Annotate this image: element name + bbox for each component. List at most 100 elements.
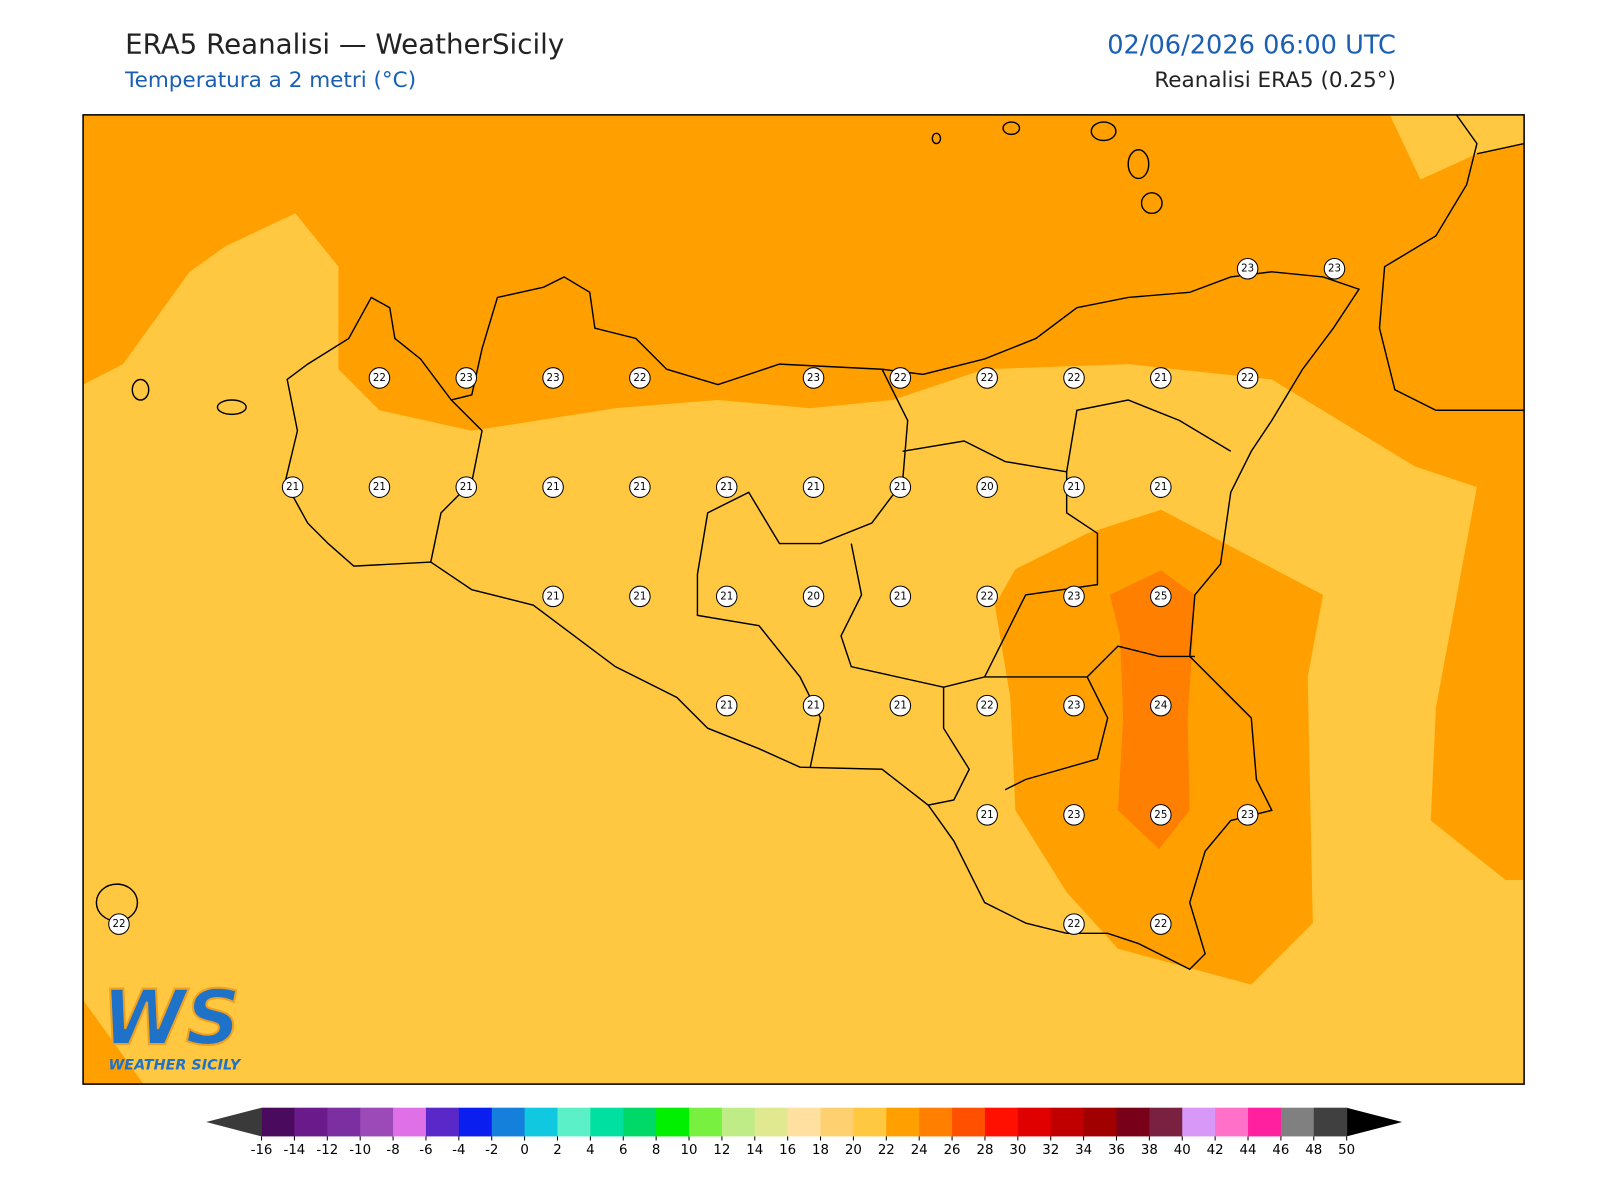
station-value: 21	[633, 590, 646, 602]
province-border	[1004, 676, 1109, 791]
station-value: 22	[373, 372, 386, 384]
station-marker	[1063, 694, 1085, 717]
station-marker	[1236, 257, 1259, 280]
province-border	[984, 645, 1195, 678]
colorbar-tick-label: 18	[812, 1143, 829, 1158]
colorbar-tick-label: 48	[1305, 1143, 1322, 1158]
station-value: 21	[981, 809, 994, 821]
colorbar-under	[206, 1107, 262, 1137]
station-value: 21	[720, 481, 733, 493]
station-marker	[1323, 257, 1346, 280]
colorbar-segment	[1116, 1107, 1150, 1137]
logo-text: WEATHER SICILY	[108, 1058, 241, 1074]
calabria-coast	[1378, 114, 1525, 411]
colorbar-tick-label: -4	[452, 1143, 465, 1158]
colorbar-tick-label: 8	[652, 1143, 660, 1158]
colorbar-tick-label: -12	[316, 1143, 338, 1158]
colorbar-segment	[1017, 1107, 1052, 1137]
colorbar-segment	[327, 1107, 361, 1137]
colorbar-segment	[820, 1107, 854, 1137]
station-marker	[1150, 476, 1172, 498]
contour-20-22	[1389, 114, 1525, 180]
station-value: 22	[633, 372, 646, 384]
colorbar-tick-label: 44	[1240, 1143, 1257, 1158]
station-marker	[629, 585, 651, 608]
colorbar-tick-label: -14	[284, 1143, 306, 1158]
colorbar-tick-label: 32	[1042, 1143, 1059, 1158]
sicily-coast	[284, 271, 1361, 971]
station-value: 22	[112, 918, 125, 930]
colorbar: -16 -14 -12 -10 -8 -6 -4 -2 0 2 4 6 8 10 12 14 16 18 20 22 2…	[206, 1107, 1403, 1158]
island	[1140, 192, 1163, 215]
station-value: 25	[1154, 809, 1167, 821]
station-value: 23	[1241, 263, 1254, 275]
station-value: 21	[720, 590, 733, 602]
station-value: 25	[1154, 590, 1167, 602]
colorbar-tick-label: 46	[1272, 1143, 1289, 1158]
colorbar-segment	[1215, 1107, 1249, 1137]
colorbar-segment	[491, 1107, 526, 1137]
station-value: 23	[1067, 590, 1080, 602]
station-marker	[1150, 913, 1172, 935]
station-value: 21	[547, 481, 560, 493]
station-marker	[889, 476, 912, 498]
station-marker	[1063, 913, 1085, 935]
station-marker	[542, 476, 564, 498]
station-value: 21	[1067, 481, 1080, 493]
station-marker	[1150, 585, 1172, 608]
colorbar-tick-label: 20	[845, 1143, 862, 1158]
colorbar-tick-label: 50	[1338, 1143, 1355, 1158]
colorbar-segment	[1050, 1107, 1085, 1137]
contour-22-24	[83, 114, 1525, 880]
station-value: 21	[633, 481, 646, 493]
colorbar-tick-label: 2	[553, 1143, 561, 1158]
station-value: 21	[373, 481, 386, 493]
station-marker	[1150, 367, 1172, 389]
station-marker	[1063, 585, 1085, 608]
colorbar-tick-label: 16	[779, 1143, 796, 1158]
map: 23 23 22 23 23 22 23 22 22 22 21 22 21 21 21 21 21 21 21 21…	[83, 114, 1525, 1085]
colorbar-segment	[458, 1107, 493, 1137]
station-marker	[1236, 804, 1259, 826]
colorbar-segment	[1182, 1107, 1216, 1137]
station-value: 22	[981, 700, 994, 712]
island	[931, 132, 942, 145]
colorbar-segment	[656, 1107, 690, 1137]
colorbar-tick-label: 36	[1108, 1143, 1125, 1158]
source: Reanalisi ERA5 (0.25°)	[1154, 68, 1396, 93]
station-value: 21	[894, 481, 907, 493]
station-marker	[802, 585, 825, 608]
colorbar-tick-label: 34	[1075, 1143, 1092, 1158]
station-marker	[455, 367, 478, 389]
colorbar-segment	[984, 1107, 1019, 1137]
station-value: 20	[981, 481, 994, 493]
station-marker	[715, 694, 738, 717]
colorbar-segment	[1280, 1107, 1315, 1137]
colorbar-tick-label: -8	[386, 1143, 399, 1158]
station-marker	[889, 694, 912, 717]
station-value: 23	[1067, 809, 1080, 821]
station-value: 21	[807, 481, 820, 493]
station-value: 22	[981, 590, 994, 602]
station-value: 22	[894, 372, 907, 384]
station-marker	[542, 585, 564, 608]
station-marker	[1236, 367, 1259, 389]
station-value: 22	[1067, 918, 1080, 930]
title: ERA5 Reanalisi — WeatherSicily	[125, 27, 564, 60]
province-border	[902, 399, 1232, 473]
colorbar-tick-label: 0	[520, 1143, 528, 1158]
colorbar-tick-label: 14	[746, 1143, 763, 1158]
station-value: 20	[807, 590, 820, 602]
colorbar-segment	[952, 1107, 986, 1137]
colorbar-segment	[787, 1107, 822, 1137]
station-value: 23	[1328, 263, 1341, 275]
colorbar-segment	[590, 1107, 624, 1137]
station-marker	[976, 694, 998, 717]
province-border	[840, 543, 944, 688]
island	[131, 378, 150, 401]
subtitle: Temperatura a 2 metri (°C)	[124, 68, 416, 93]
station-value: 23	[460, 372, 473, 384]
